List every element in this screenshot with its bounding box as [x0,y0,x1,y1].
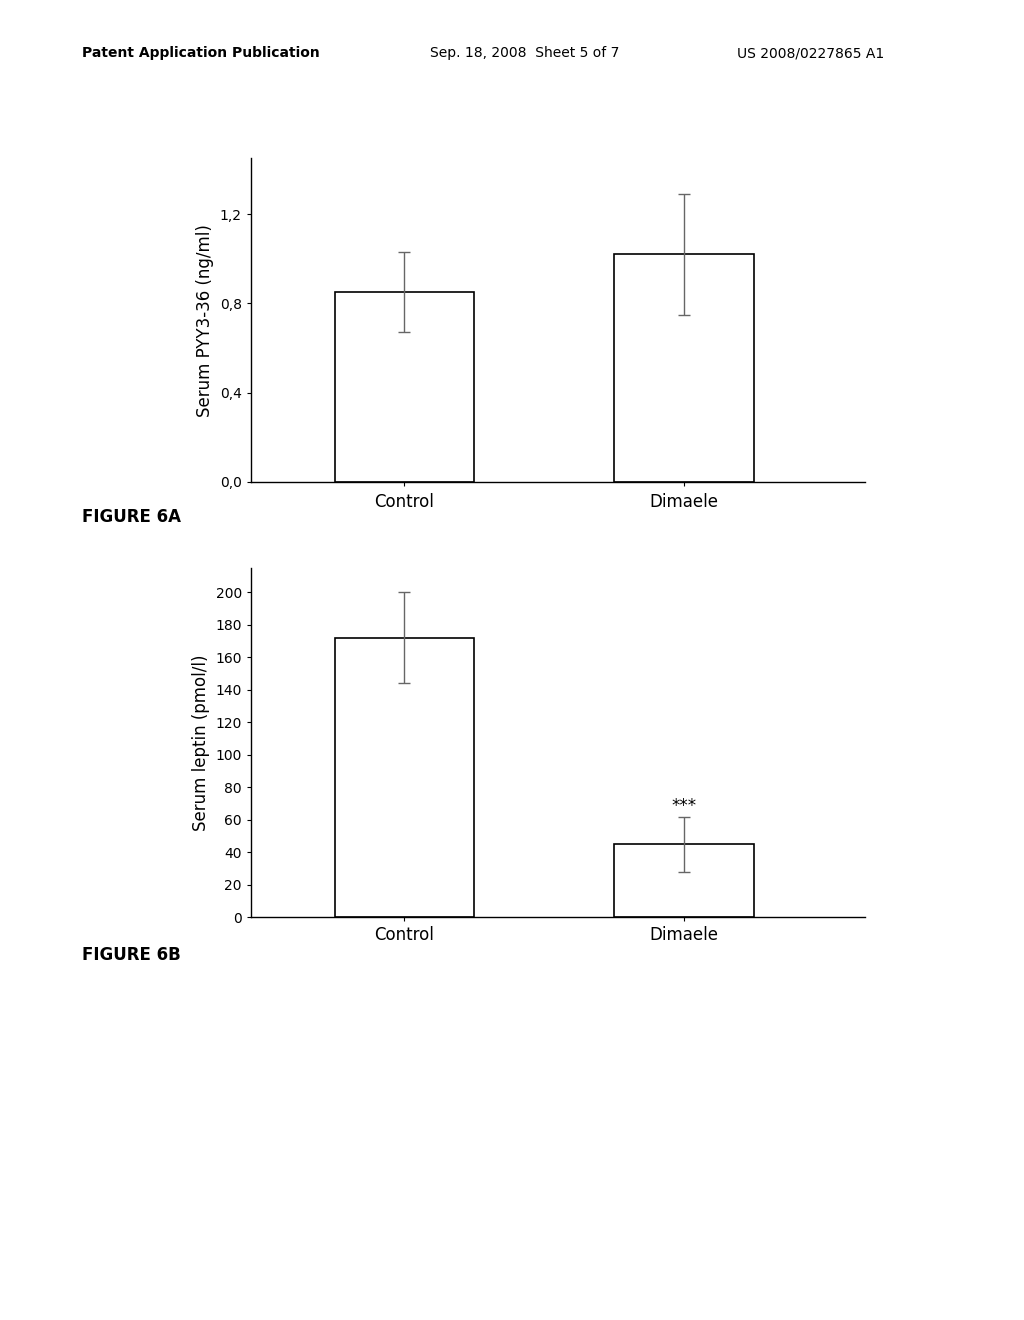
Text: Patent Application Publication: Patent Application Publication [82,46,319,61]
Text: Sep. 18, 2008  Sheet 5 of 7: Sep. 18, 2008 Sheet 5 of 7 [430,46,620,61]
Bar [614,845,754,917]
Bar [614,255,754,482]
Bar [335,292,474,482]
Text: FIGURE 6A: FIGURE 6A [82,508,181,527]
Text: US 2008/0227865 A1: US 2008/0227865 A1 [737,46,885,61]
Y-axis label: Serum PYY3-36 (ng/ml): Serum PYY3-36 (ng/ml) [197,223,214,417]
Text: ***: *** [671,797,696,814]
Text: FIGURE 6B: FIGURE 6B [82,946,180,965]
Y-axis label: Serum leptin (pmol/l): Serum leptin (pmol/l) [191,655,210,830]
Bar [335,638,474,917]
